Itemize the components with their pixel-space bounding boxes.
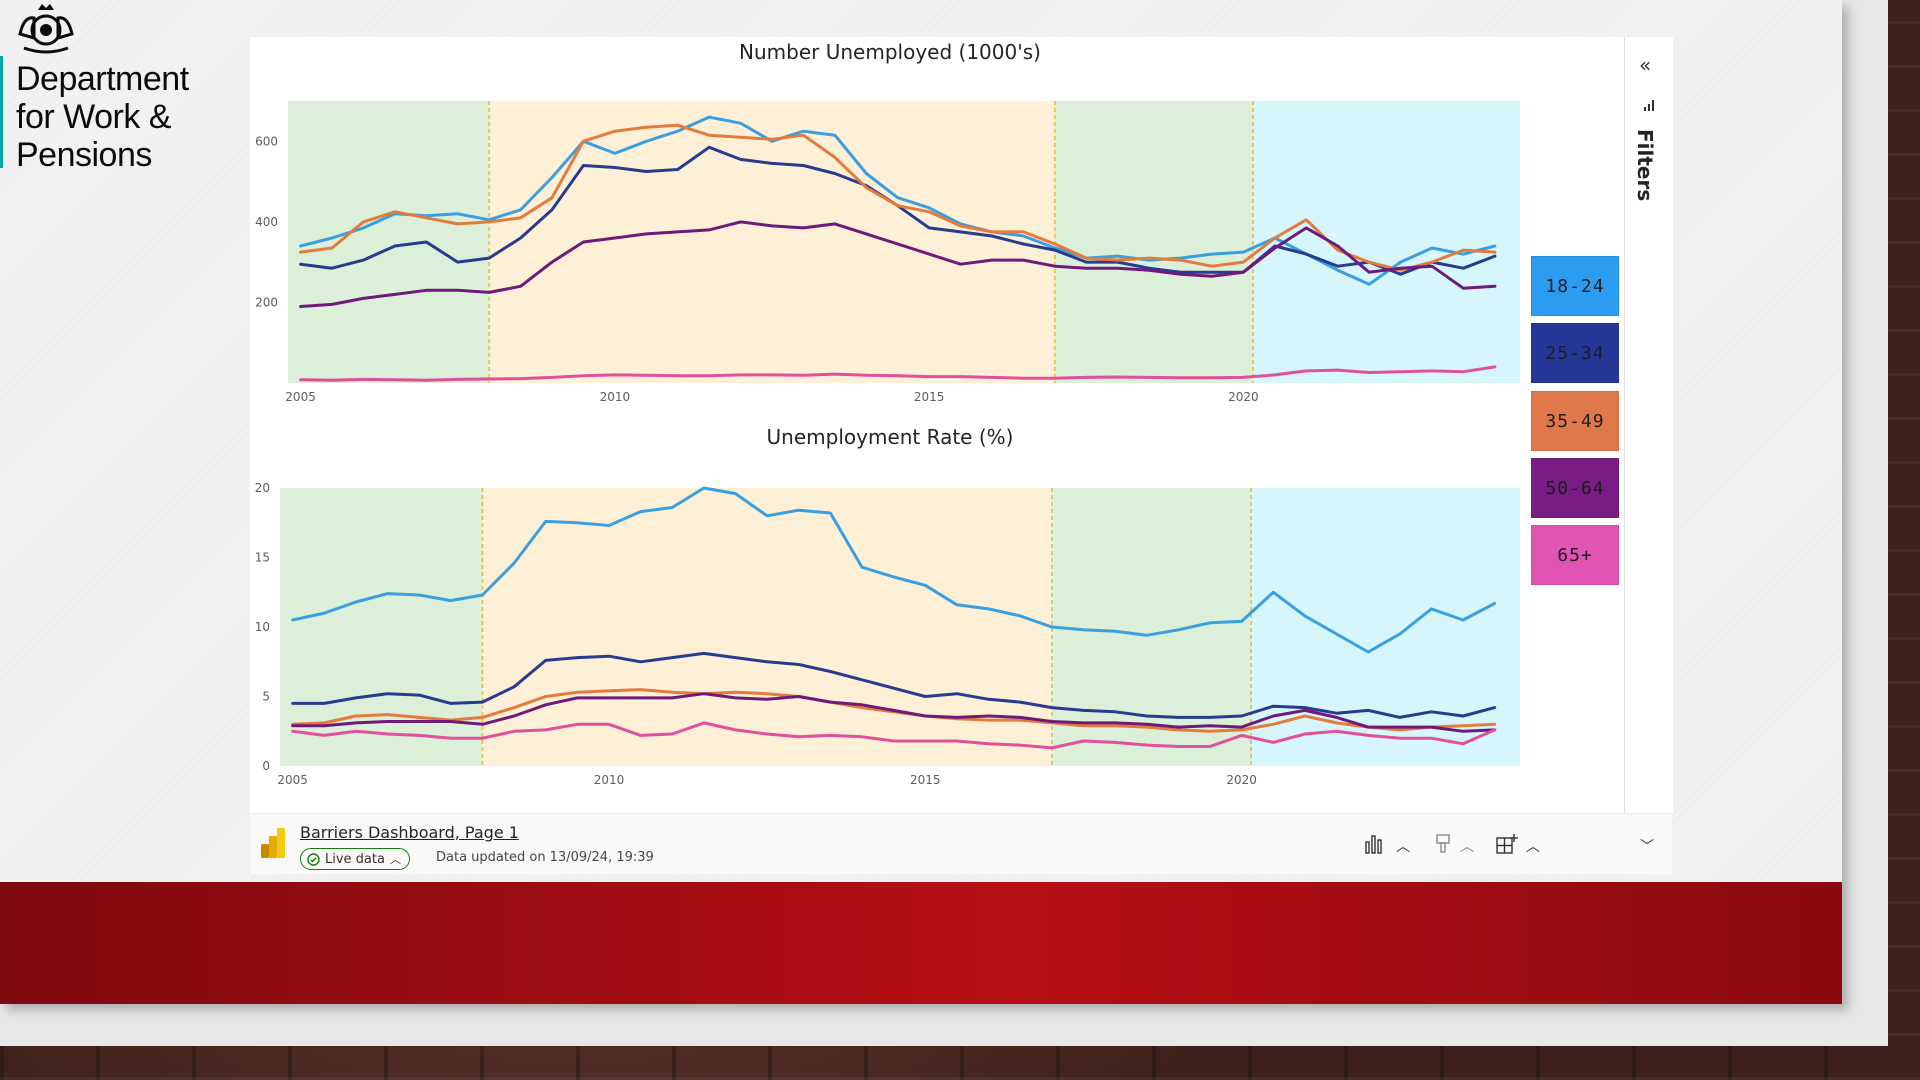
series-line-18-24	[291, 486, 1497, 654]
chevron-up-icon[interactable]: ︿	[1460, 839, 1474, 855]
background-band	[482, 488, 1052, 766]
y-tick-label: 20	[255, 481, 270, 495]
x-tick-label: 2015	[914, 390, 945, 404]
background-band	[1252, 101, 1520, 383]
filter-icon[interactable]	[1643, 99, 1657, 113]
series-line-50-64	[291, 692, 1497, 733]
filters-pane: « Filters	[1624, 37, 1673, 813]
filters-label[interactable]: Filters	[1633, 129, 1657, 202]
department-name-line-1: Department	[16, 60, 189, 98]
legend-button-25-34[interactable]: 25-34	[1531, 323, 1619, 383]
report-footer: Barriers Dashboard, Page 1 Live data ︿ D…	[250, 813, 1672, 874]
legend-button-50-64[interactable]: 50-64	[1531, 458, 1619, 518]
bar-chart-icon[interactable]	[1365, 834, 1387, 854]
x-tick-label: 2010	[600, 390, 631, 404]
y-tick-label: 400	[255, 215, 278, 229]
y-tick-label: 5	[262, 690, 270, 704]
y-tick-label: 200	[255, 295, 278, 309]
background-band	[1051, 488, 1252, 766]
royal-crest-icon	[18, 4, 74, 54]
background-band	[489, 101, 1055, 383]
y-tick-label: 15	[255, 551, 270, 565]
data-updated-text: Data updated on 13/09/24, 19:39	[436, 850, 654, 865]
chart-title-number-unemployed: Number Unemployed (1000's)	[739, 40, 1041, 64]
y-tick-label: 0	[262, 759, 270, 773]
series-line-50-64	[299, 220, 1497, 308]
department-name-line-2: for Work &	[16, 98, 171, 136]
double-chevron-left-icon[interactable]: «	[1639, 53, 1652, 77]
y-tick-label: 600	[255, 134, 278, 148]
legend-label-65-plus: 65+	[1557, 544, 1593, 566]
live-data-pill[interactable]: Live data ︿	[300, 848, 410, 870]
presentation-slide: Department for Work & Pensions Number Un…	[0, 0, 1842, 1004]
chevron-up-icon[interactable]: ︿	[1526, 839, 1540, 855]
legend-button-35-49[interactable]: 35-49	[1531, 391, 1619, 451]
series-line-65-plus	[299, 365, 1497, 382]
legend-button-65-plus[interactable]: 65+	[1531, 525, 1619, 585]
dwp-logo: Department for Work & Pensions	[0, 0, 220, 180]
x-tick-label: 2020	[1226, 773, 1257, 787]
legend-label-18-24: 18-24	[1545, 275, 1605, 297]
add-visual-icon[interactable]	[1496, 834, 1518, 854]
department-name-line-3: Pensions	[16, 136, 152, 174]
series-line-65-plus	[291, 721, 1497, 750]
chevron-down-icon[interactable]: ﹀	[1640, 839, 1654, 855]
red-footer-band	[0, 882, 1842, 1004]
department-name: Department for Work & Pensions	[16, 60, 216, 174]
paint-brush-icon[interactable]	[1435, 834, 1451, 854]
legend-button-18-24[interactable]: 18-24	[1531, 256, 1619, 316]
x-tick-label: 2020	[1228, 390, 1259, 404]
x-tick-label: 2010	[594, 773, 625, 787]
x-tick-label: 2005	[285, 390, 316, 404]
live-data-label: Live data	[325, 851, 385, 867]
number-unemployed-chart: 2005 2010 2015 2020 200 400 600	[255, 101, 1520, 404]
y-tick-label: 10	[255, 620, 270, 634]
chevron-up-icon: ︿	[389, 853, 401, 866]
power-bi-logo-icon	[261, 828, 285, 858]
report-name-link[interactable]: Barriers Dashboard, Page 1	[300, 823, 519, 842]
legend-label-25-34: 25-34	[1545, 342, 1605, 364]
x-tick-label: 2015	[910, 773, 941, 787]
legend-label-35-49: 35-49	[1545, 410, 1605, 432]
logo-accent-bar	[0, 56, 3, 168]
power-bi-report: Number Unemployed (1000's) 2005 2010 2015 2…	[250, 37, 1673, 874]
background-band	[1054, 101, 1253, 383]
series-line-35-49	[299, 123, 1497, 272]
x-tick-label: 2005	[277, 773, 308, 787]
chart-title-unemployment-rate: Unemployment Rate (%)	[766, 425, 1014, 449]
chevron-up-icon[interactable]: ︿	[1396, 839, 1410, 855]
legend-label-50-64: 50-64	[1545, 477, 1605, 499]
series-line-25-34	[291, 651, 1497, 719]
check-circle-icon	[307, 852, 320, 866]
unemployment-rate-chart: 2005 2010 2015 2020 0 5 10 15 20	[255, 481, 1520, 787]
series-line-18-24	[299, 115, 1497, 286]
